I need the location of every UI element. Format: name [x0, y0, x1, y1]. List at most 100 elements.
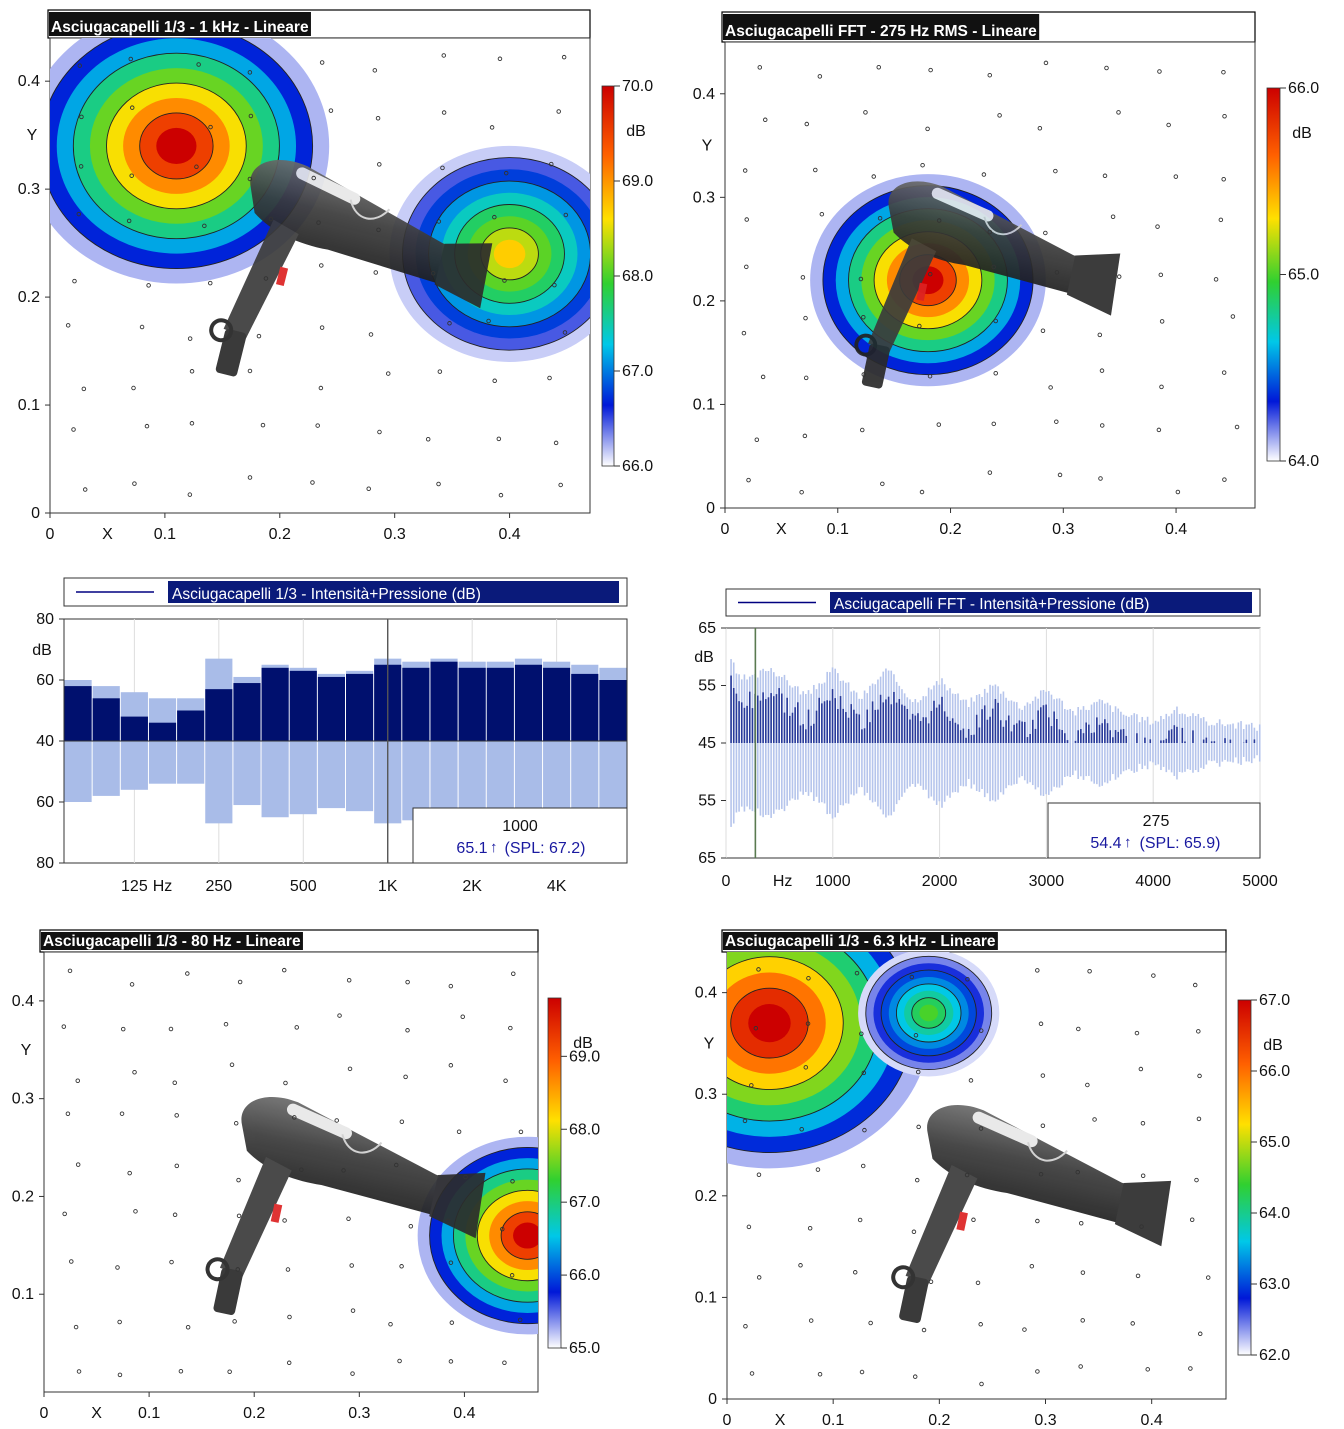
measurement-point: [868, 1320, 873, 1326]
fft-bar-pressure-upper: [1237, 722, 1240, 743]
fft-bar-pressure-lower: [1189, 743, 1192, 770]
measurement-point: [987, 470, 993, 475]
measurement-point: [189, 369, 195, 374]
x-tick-label: 1000: [815, 873, 851, 890]
measurement-point: [815, 1167, 821, 1172]
fft-bar-pressure-lower: [818, 743, 820, 803]
fft-bar-pressure-lower: [730, 743, 732, 827]
title-highlight: [41, 932, 303, 950]
fft-bar-intensity: [1088, 724, 1090, 743]
measurement-point: [880, 481, 885, 487]
legend-highlight: [168, 581, 619, 603]
legend-label: Asciugacapelli FFT - Intensità+Pressione…: [834, 596, 1149, 613]
measurement-point: [1192, 982, 1198, 988]
fft-bar-pressure-lower: [847, 743, 850, 804]
fft-bar-intensity: [874, 709, 877, 743]
measurement-point: [189, 421, 195, 426]
fft-bar-pressure-lower: [1205, 743, 1208, 765]
colorbar-unit: dB: [1292, 125, 1312, 142]
measurement-point: [1116, 274, 1122, 279]
measurement-point: [229, 1062, 235, 1068]
fft-bar-pressure-lower: [1114, 743, 1117, 780]
measurement-point: [67, 968, 73, 974]
measurement-point: [81, 386, 87, 392]
fft-bar-intensity: [743, 707, 746, 743]
fft-bar-pressure-lower: [933, 743, 935, 801]
colorbar-tick-label: 65.0: [1288, 267, 1319, 284]
fft-bar-pressure-lower: [740, 743, 743, 807]
fft-bar-intensity: [1253, 739, 1256, 743]
x-tick-label: 0.3: [348, 1405, 370, 1422]
measurement-point: [858, 276, 864, 282]
fft-bar-pressure-lower: [1181, 743, 1184, 773]
measurement-point: [1222, 477, 1227, 482]
x-tick-label: 0.1: [138, 1405, 160, 1422]
fft-bar-pressure-lower: [906, 743, 909, 789]
fft-bar-pressure-lower: [1085, 743, 1087, 777]
fft-bar-pressure-lower: [826, 743, 828, 815]
colorbar-tick-label: 62.0: [1259, 1347, 1290, 1364]
fft-bar-intensity: [1042, 705, 1045, 743]
measurement-point: [178, 1369, 184, 1374]
fft-bar-pressure-lower: [837, 743, 839, 813]
measurement-point: [1075, 1169, 1080, 1175]
measurement-point: [921, 1327, 927, 1333]
colorbar-tick-label: 63.0: [1259, 1276, 1290, 1293]
bar-intensity: [514, 664, 543, 741]
measurement-point: [1197, 1073, 1202, 1079]
measurement-point: [117, 1372, 123, 1378]
fft-bar-pressure-lower: [919, 743, 922, 786]
measurement-point: [388, 1322, 393, 1327]
fft-bar-intensity: [1160, 740, 1162, 743]
measurement-point: [129, 173, 134, 178]
measurement-point: [1230, 314, 1236, 319]
y-tick-label: 0.4: [695, 985, 717, 1002]
fft-bar-pressure-lower: [983, 743, 986, 798]
fft-bar-pressure-lower: [1077, 743, 1079, 779]
fft-bar-intensity: [789, 715, 791, 743]
fft-bar-pressure-lower: [903, 743, 906, 793]
fft-bar-intensity: [1224, 738, 1226, 743]
fft-bar-pressure-lower: [1154, 743, 1157, 766]
fft-bar-intensity: [1098, 724, 1101, 743]
y-axis-label: Y: [702, 138, 713, 155]
fft-bar-intensity: [1210, 741, 1213, 743]
fft-bar-pressure-lower: [895, 743, 898, 805]
y-axis-label: dB: [32, 642, 52, 659]
measurement-point: [311, 175, 316, 181]
fft-bar-pressure-upper: [1192, 713, 1194, 743]
measurement-point: [425, 436, 431, 442]
fft-bar-intensity: [1031, 719, 1034, 743]
fft-bar-pressure-lower: [1248, 743, 1250, 762]
fft-bar-pressure-lower: [917, 743, 919, 784]
measurement-point: [489, 125, 495, 130]
measurement-point: [917, 323, 922, 329]
measurement-point: [817, 1371, 823, 1377]
fft-bar-pressure-lower: [1056, 743, 1058, 788]
fft-bar-pressure-lower: [965, 743, 967, 787]
fft-bar-pressure-upper: [1117, 708, 1120, 743]
measurement-point: [1213, 277, 1219, 282]
y-axis-label: Y: [27, 127, 38, 144]
bar-pressure-lower: [205, 741, 233, 824]
fft-bar-pressure-lower: [989, 743, 991, 802]
fft-bar-pressure-upper: [1074, 715, 1077, 743]
fft-bar-pressure-upper: [1200, 718, 1202, 743]
fft-bar-pressure-lower: [764, 743, 767, 815]
fft-bar-pressure-lower: [770, 743, 772, 818]
measurement-point: [549, 161, 554, 167]
fft-bar-pressure-lower: [1048, 743, 1050, 795]
fft-bar-intensity: [1122, 729, 1125, 743]
contour-level: [513, 1222, 538, 1249]
measurement-point: [993, 318, 998, 324]
measurement-point: [936, 218, 942, 223]
fft-bar-intensity: [983, 705, 986, 743]
measurement-point: [174, 1163, 180, 1169]
measurement-point: [377, 429, 382, 435]
bar-intensity: [120, 716, 148, 741]
fft-bar-pressure-upper: [1224, 726, 1226, 743]
fft-bar-pressure-lower: [1162, 743, 1165, 767]
measurement-point: [436, 219, 442, 224]
fft-bar-intensity: [957, 724, 959, 743]
fft-bar-pressure-lower: [738, 743, 740, 812]
